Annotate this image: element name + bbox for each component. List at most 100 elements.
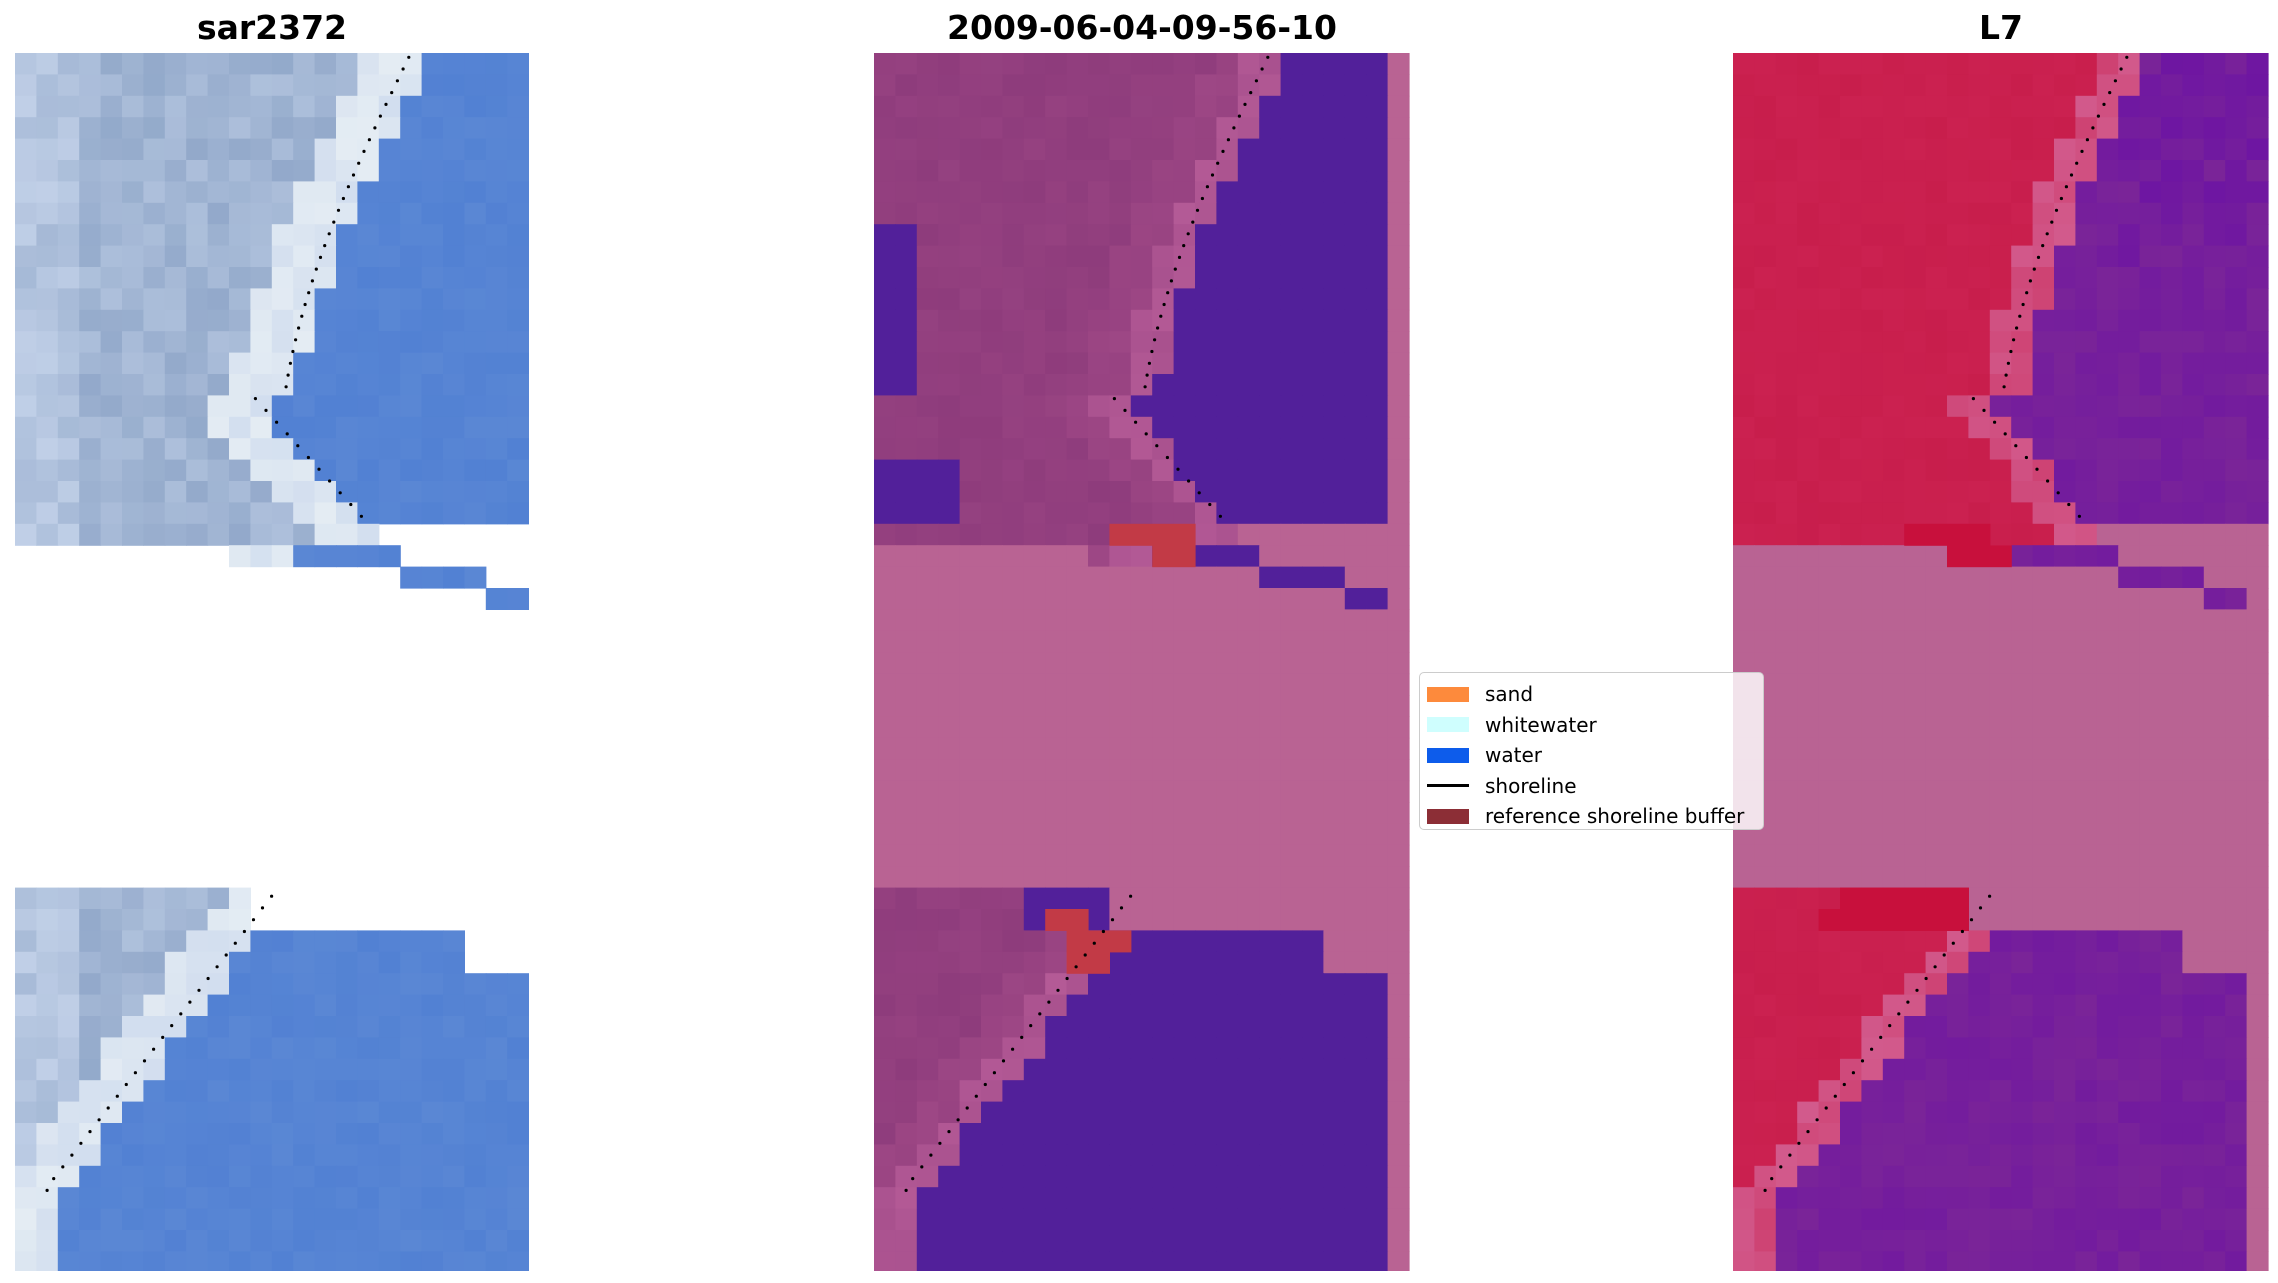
shoreline-dot — [328, 479, 332, 483]
shoreline-dot — [1147, 361, 1151, 365]
shoreline-dot — [1092, 941, 1096, 945]
shoreline-dot — [2064, 185, 2068, 189]
shoreline-dot — [1806, 1130, 1810, 1134]
shoreline-dot — [1266, 55, 1270, 59]
shoreline-dot — [1200, 196, 1204, 201]
shoreline-dot — [61, 1165, 65, 1169]
shoreline-dot — [2021, 302, 2025, 307]
shoreline-dot — [1770, 1177, 1774, 1181]
shoreline-dot — [338, 491, 342, 495]
shoreline-dot — [384, 102, 388, 106]
shoreline-dot — [992, 1071, 996, 1075]
shoreline-dot — [307, 291, 311, 295]
shoreline-dot — [362, 149, 366, 153]
legend-swatch-sand — [1427, 686, 1469, 702]
shoreline-dot — [1197, 491, 1201, 495]
shoreline-dot — [1123, 408, 1127, 412]
shoreline-dot — [1065, 976, 1069, 981]
shoreline-dot — [395, 79, 399, 83]
shoreline-dot — [1982, 408, 1986, 412]
shoreline-dot — [260, 906, 265, 910]
shoreline-dot — [1960, 929, 1964, 934]
shoreline-dot — [956, 1118, 960, 1122]
shoreline-dot — [303, 302, 307, 307]
shoreline-dot — [1969, 918, 1974, 922]
shoreline-dot — [306, 455, 310, 460]
shoreline-dot — [323, 244, 327, 248]
shoreline-dot — [253, 397, 257, 401]
shoreline-dot — [206, 976, 210, 981]
shoreline-dot — [373, 126, 377, 130]
shoreline-dot — [317, 467, 321, 471]
shoreline-dot — [1924, 976, 1928, 981]
index-image-panel — [1733, 53, 2269, 1271]
shoreline-dot — [2003, 432, 2007, 436]
shoreline-dot — [1254, 79, 1258, 83]
shoreline-dot — [1779, 1165, 1783, 1169]
shoreline-dot — [1260, 67, 1264, 71]
legend: sand whitewater water shoreline referenc… — [1419, 672, 1764, 830]
shoreline-dot — [341, 196, 345, 201]
shoreline-dot — [920, 1165, 924, 1169]
shoreline-dot — [1978, 906, 1983, 910]
shoreline-dot — [124, 1082, 128, 1087]
shoreline-dot — [275, 420, 279, 424]
shoreline-dot — [1182, 244, 1186, 248]
shoreline-dots — [904, 55, 1270, 1192]
shoreline-dot — [1237, 114, 1241, 118]
shoreline-dot — [349, 502, 353, 507]
legend-label: reference shoreline buffer — [1485, 804, 1745, 829]
index-highlight-patches — [1818, 523, 2012, 931]
legend-label: shoreline — [1485, 773, 1577, 798]
shoreline-dot — [1915, 988, 1919, 992]
shoreline-dot — [1074, 965, 1078, 969]
shoreline-dot — [284, 385, 288, 389]
shoreline-dot — [1906, 1000, 1910, 1004]
shoreline-dot — [1153, 338, 1157, 342]
shoreline-dot — [2024, 455, 2028, 460]
shoreline-dot — [2067, 502, 2071, 507]
shoreline-dot — [2025, 291, 2029, 295]
shoreline-dot — [2077, 514, 2081, 518]
legend-label: water — [1485, 743, 1542, 768]
shoreline-dot — [233, 941, 237, 945]
shoreline-dot — [2014, 444, 2018, 448]
shoreline-dot — [314, 267, 318, 271]
shoreline-dot — [2080, 149, 2084, 153]
legend-item-whitewater: whitewater — [1420, 710, 1763, 741]
legend-swatch-water — [1427, 747, 1469, 763]
shoreline-dot — [1221, 149, 1225, 153]
shoreline-dot — [1860, 1059, 1865, 1063]
shoreline-dot — [318, 255, 323, 259]
shoreline-dot — [2012, 338, 2016, 342]
shoreline-dot — [2032, 267, 2036, 271]
shoreline-dot — [1842, 1082, 1846, 1087]
shoreline-dot — [1824, 1106, 1828, 1110]
shoreline-dot — [1134, 420, 1138, 424]
shoreline-dot — [1110, 918, 1115, 922]
shoreline-dot — [1176, 467, 1180, 471]
legend-item-water: water — [1420, 740, 1763, 771]
shoreline-dot — [1232, 126, 1236, 130]
shoreline-dot — [297, 326, 301, 330]
shoreline-dot — [1173, 267, 1177, 271]
shoreline-dot — [336, 208, 341, 212]
shoreline-dot — [1815, 1118, 1819, 1122]
shoreline-dot — [197, 988, 201, 992]
shoreline-dot — [1195, 208, 1200, 212]
shoreline-dot — [1143, 385, 1147, 389]
shoreline-dot — [1191, 220, 1195, 224]
shoreline-dot — [351, 173, 356, 177]
pixel-grid — [15, 53, 529, 1271]
legend-swatch-whitewater — [1427, 717, 1469, 733]
shoreline-dot — [1797, 1141, 1801, 1145]
shoreline-dot — [288, 361, 292, 365]
shoreline-dot — [407, 55, 411, 59]
shoreline-dot — [911, 1177, 915, 1181]
shoreline-dot — [142, 1059, 147, 1063]
classified-image-panel — [874, 53, 1410, 1271]
shoreline-dot — [401, 67, 405, 71]
shoreline-dot — [1933, 965, 1937, 969]
shoreline-dot — [1942, 953, 1946, 957]
shoreline-dot — [1243, 102, 1247, 106]
